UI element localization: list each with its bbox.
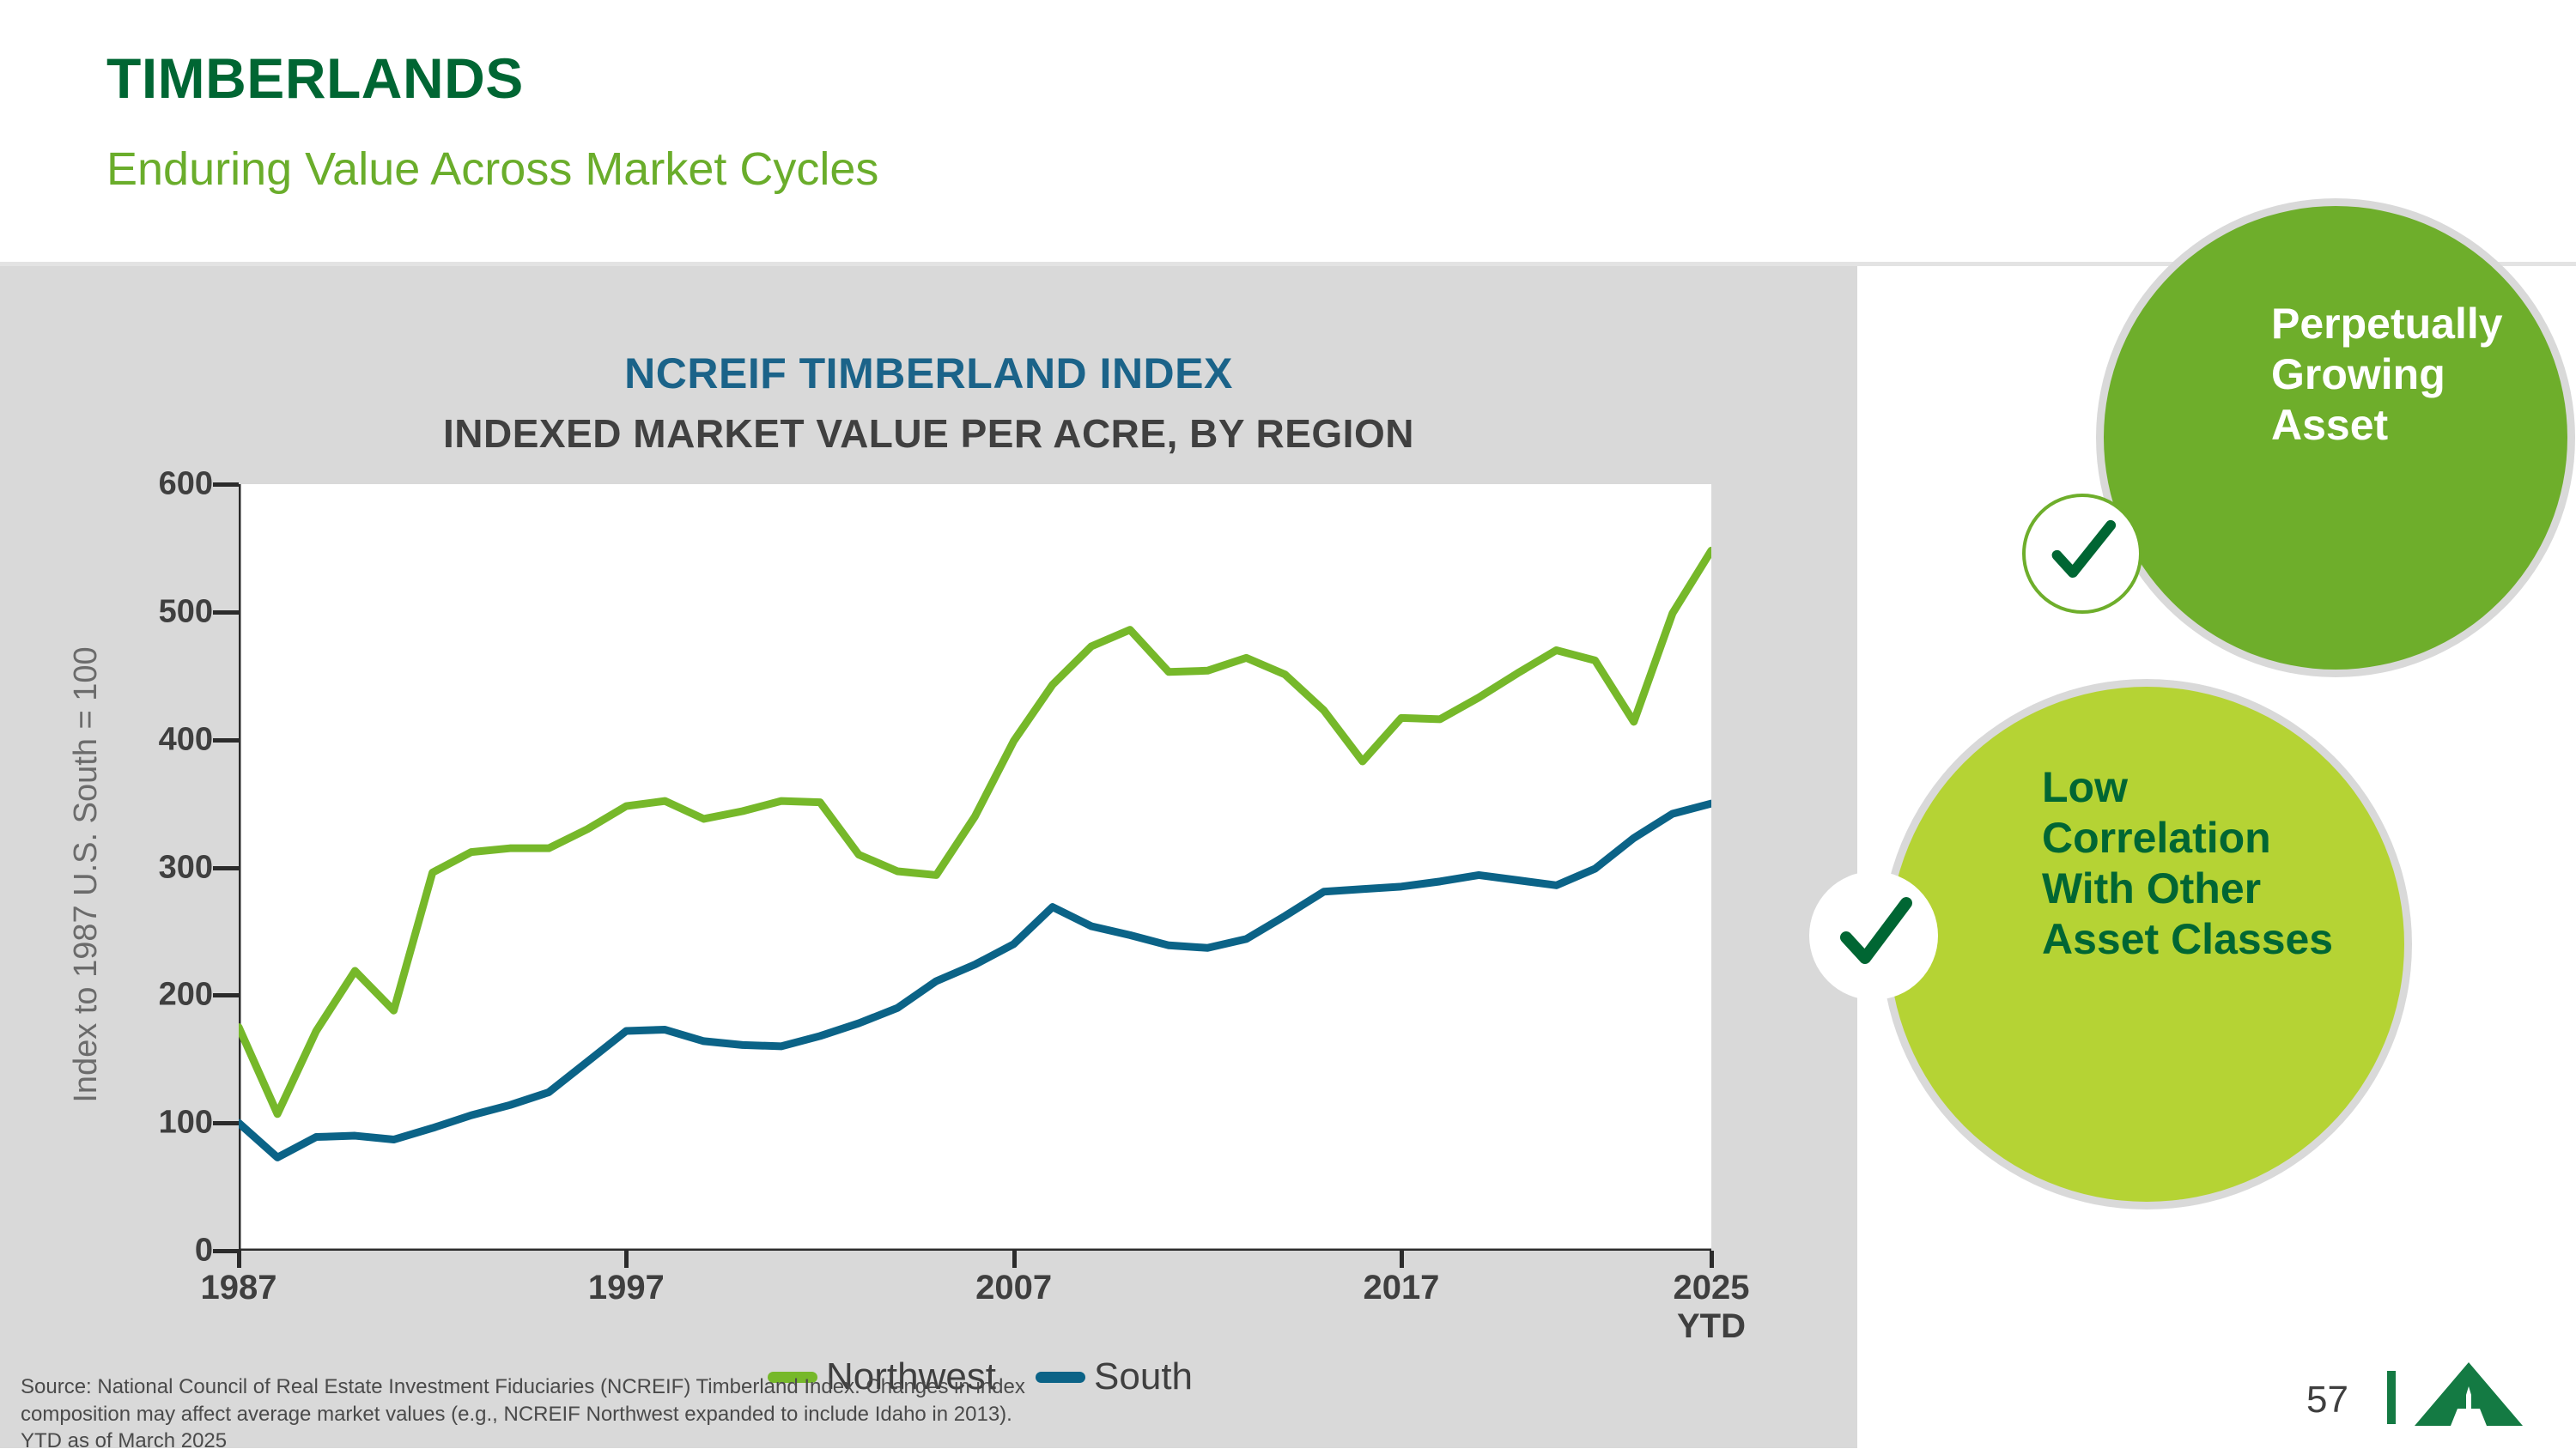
x-axis-tick-mark xyxy=(1399,1251,1404,1268)
x-axis-ticks xyxy=(237,1251,1714,1270)
y-axis-tick-mark xyxy=(213,865,239,870)
legend-swatch-icon xyxy=(767,1371,817,1383)
y-axis-tick-mark xyxy=(213,482,239,487)
check-icon xyxy=(2051,519,2117,579)
x-axis-tick-label: 2025 YTD xyxy=(1673,1269,1750,1345)
check-badge-perpetually-growing-asset xyxy=(2022,494,2142,614)
x-axis-tick-mark xyxy=(1012,1251,1017,1268)
x-axis-tick-labels: 1987 1997 2007 2017 2025 YTD xyxy=(201,1269,1750,1363)
chart-title: NCREIF TIMBERLAND INDEX xyxy=(624,349,1233,397)
y-axis-tick-label: 100 xyxy=(158,1104,213,1141)
slide-header: TIMBERLANDS Enduring Value Across Market… xyxy=(0,0,2576,266)
page-subtitle: Enduring Value Across Market Cycles xyxy=(106,143,879,195)
plot-background xyxy=(239,484,1711,1251)
y-axis-tick-mark xyxy=(213,737,239,743)
footer-divider xyxy=(2387,1371,2396,1424)
callout-low-correlation[interactable]: Low Correlation With Other Asset Classes xyxy=(1889,687,2404,1202)
chart-container: NCREIF TIMBERLAND INDEX INDEXED MARKET V… xyxy=(0,266,1857,1452)
x-axis-tick-label: 1997 xyxy=(587,1269,665,1306)
x-axis-tick-label: 2017 xyxy=(1363,1269,1440,1306)
y-axis-tick-label: 300 xyxy=(158,849,213,885)
series-line-south xyxy=(239,803,1711,1157)
legend-item-south[interactable]: South xyxy=(1036,1358,1193,1396)
legend-label: Northwest xyxy=(825,1355,997,1397)
chart-legend: Northwest South xyxy=(0,1358,1857,1396)
legend-swatch-icon xyxy=(1036,1371,1086,1383)
y-axis-tick-mark xyxy=(213,609,239,615)
callout-label: Perpetually Growing Asset xyxy=(2271,300,2503,449)
company-logo-icon xyxy=(2415,1362,2523,1426)
source-note: Source: National Council of Real Estate … xyxy=(21,1375,1025,1453)
x-axis-tick-mark xyxy=(624,1251,629,1268)
y-axis-tick-label: 600 xyxy=(158,465,213,502)
x-axis-tick-label: 2007 xyxy=(975,1269,1053,1306)
y-axis-tick-label: 200 xyxy=(158,976,213,1013)
legend-item-northwest[interactable]: Northwest xyxy=(767,1355,997,1397)
callout-perpetually-growing-asset[interactable]: Perpetually Growing Asset xyxy=(2104,206,2567,670)
x-axis-tick-mark xyxy=(1710,1251,1714,1268)
x-axis-tick-label: 1987 xyxy=(200,1269,277,1306)
y-axis-tick-label: 400 xyxy=(158,721,213,758)
chart-lines xyxy=(239,484,1711,1251)
slide-footer: 57 xyxy=(2215,1337,2576,1448)
y-axis-tick-mark xyxy=(213,993,239,998)
y-axis-tick-label: 0 xyxy=(194,1232,213,1269)
x-axis-tick-mark xyxy=(237,1251,241,1268)
y-axis-tick-mark xyxy=(213,1249,239,1253)
legend-label: South xyxy=(1094,1355,1194,1397)
y-axis-tick-label: 500 xyxy=(158,593,213,630)
chart-subtitle: INDEXED MARKET VALUE PER ACRE, BY REGION xyxy=(443,411,1414,456)
header-divider xyxy=(0,262,2576,266)
series-line-northwest xyxy=(239,550,1711,1113)
page-number: 57 xyxy=(2306,1379,2348,1421)
check-badge-low-correlation xyxy=(1809,871,1938,1000)
y-axis-tick-mark xyxy=(213,1121,239,1126)
y-axis-ticks xyxy=(213,482,239,1253)
page-title: TIMBERLANDS xyxy=(106,46,524,110)
callout-label: Low Correlation With Other Asset Classes xyxy=(2042,763,2334,963)
check-icon xyxy=(1840,897,1912,964)
plot-area xyxy=(239,484,1711,1251)
y-axis-tick-labels: 0 100 200 300 400 500 600 xyxy=(93,466,213,1269)
